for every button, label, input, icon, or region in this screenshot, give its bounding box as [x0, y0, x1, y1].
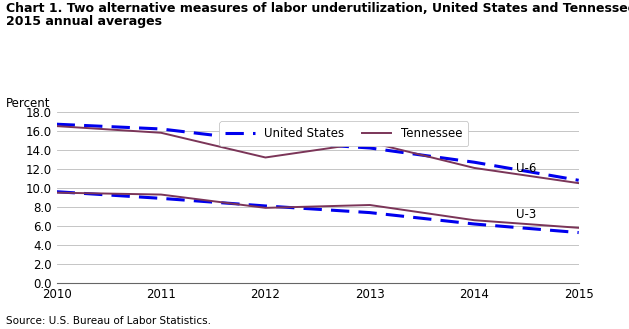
Text: Chart 1. Two alternative measures of labor underutilization, United States and T: Chart 1. Two alternative measures of lab… — [6, 2, 629, 15]
Text: 2015 annual averages: 2015 annual averages — [6, 15, 162, 28]
Text: U-6: U-6 — [516, 163, 537, 175]
Legend: United States, Tennessee: United States, Tennessee — [220, 121, 468, 146]
Text: Percent: Percent — [6, 97, 51, 110]
Text: Source: U.S. Bureau of Labor Statistics.: Source: U.S. Bureau of Labor Statistics. — [6, 316, 211, 326]
Text: U-3: U-3 — [516, 208, 537, 221]
